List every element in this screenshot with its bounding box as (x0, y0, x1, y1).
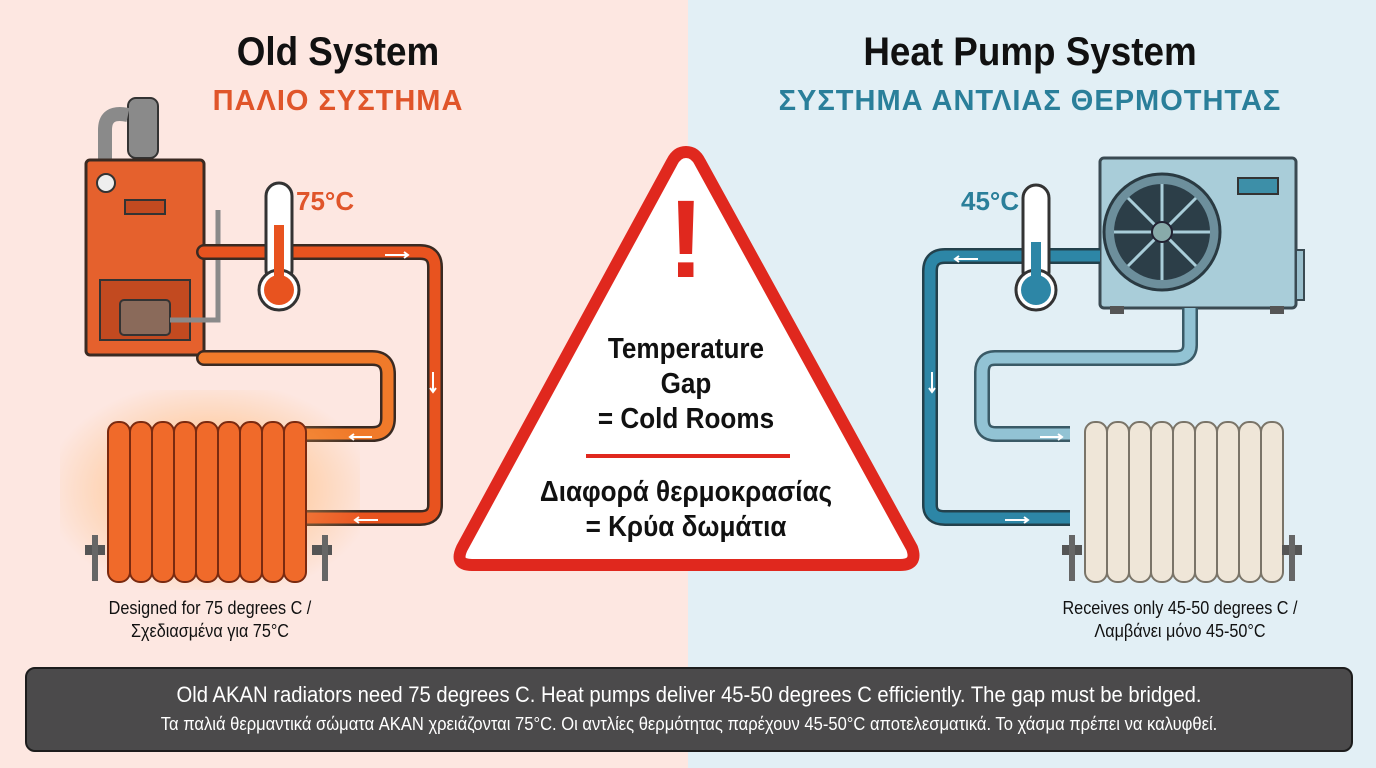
heat-pump-temperature: 45°C (961, 186, 1020, 216)
warning-line: Gap (660, 368, 712, 400)
flow-arrows-cool (928, 255, 1064, 524)
footer-text-gr: Τα παλιά θερμαντικά σώματα AKAN χρειάζον… (160, 714, 1218, 734)
warning-text-gr: Διαφορά θερμοκρασίας = Κρύα δωμάτια (533, 475, 839, 545)
footer-text-en: Old AKAN radiators need 75 degrees C. He… (176, 682, 1202, 707)
old-system-title: Old System (236, 30, 440, 74)
heat-pump-title: Heat Pump System (863, 30, 1197, 74)
cool-radiator-icon (1062, 421, 1302, 583)
warning-line: Temperature (607, 333, 765, 365)
warning-triangle-icon (453, 146, 920, 571)
heat-pump-unit-icon (1098, 156, 1305, 314)
heat-pump-caption: Receives only 45-50 degrees C / Λαμβάνει… (1036, 597, 1324, 643)
old-caption: Designed for 75 degrees C / Σχεδιασμένα … (75, 597, 345, 643)
hot-radiator-icon (60, 390, 360, 590)
old-caption-gr: Σχεδιασμένα για 75°C (130, 621, 290, 641)
old-temperature: 75°C (296, 186, 355, 216)
exclamation-icon: ! (667, 178, 705, 301)
warning-line: = Κρύα δωμάτια (585, 511, 787, 543)
hot-pipe (196, 244, 443, 526)
boiler-icon (84, 97, 221, 357)
heat-pump-caption-gr: Λαμβάνει μόνο 45-50°C (1094, 621, 1266, 641)
old-system-subtitle: ΠΑΛΙΟ ΣΥΣΤΗΜΑ (212, 85, 464, 117)
thermometer-hot-icon (257, 181, 301, 312)
thermometer-cool-icon (1014, 183, 1058, 312)
warning-line: Διαφορά θερμοκρασίας (539, 476, 833, 508)
footer-summary: Old AKAN radiators need 75 degrees C. He… (25, 667, 1353, 752)
heat-pump-subtitle: ΣΥΣΤΗΜΑ ΑΝΤΛΙΑΣ ΘΕΡΜΟΤΗΤΑΣ (778, 85, 1282, 117)
warning-text-en: Temperature Gap = Cold Rooms (551, 332, 821, 437)
old-caption-en: Designed for 75 degrees C / (108, 598, 312, 618)
warning-line: = Cold Rooms (597, 403, 775, 435)
heat-pump-caption-en: Receives only 45-50 degrees C / (1062, 598, 1298, 618)
